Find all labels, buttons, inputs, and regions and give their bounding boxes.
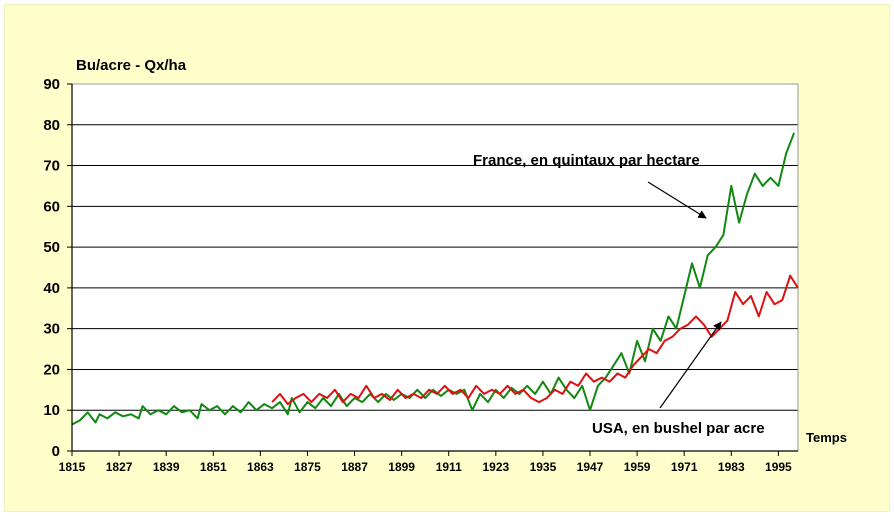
y-tick-label: 60: [43, 198, 60, 215]
gridlines: [72, 83, 798, 451]
x-tick-label: 1887: [341, 460, 368, 474]
usa-arrow: [659, 321, 722, 409]
france-arrow: [647, 181, 707, 219]
x-tick-label: 1995: [765, 460, 792, 474]
plot-background: [72, 84, 798, 451]
y-tick-label: 40: [43, 280, 60, 297]
y-tick-label: 20: [43, 361, 60, 378]
y-tick-label: 90: [43, 76, 60, 93]
x-axis-label: Temps: [806, 430, 847, 445]
y-axis-label: Bu/acre - Qx/ha: [76, 57, 187, 74]
x-tick-label: 1971: [671, 460, 698, 474]
x-tick-label: 1827: [106, 460, 133, 474]
y-tick-label: 30: [43, 321, 60, 338]
series-line-france: [71, 132, 796, 426]
y-tick-label: 80: [43, 117, 60, 134]
x-tick-label: 1815: [59, 460, 86, 474]
x-tick-label: 1875: [294, 460, 321, 474]
y-tick-label: 10: [43, 402, 60, 419]
x-tick-label: 1983: [718, 460, 745, 474]
tick-labels: 0 10 20 30 40 50 60 70 80 90 1815 1827 1839 1851 1863 1…: [43, 76, 792, 474]
y-tick-label: 0: [52, 443, 60, 460]
series-layer: [71, 132, 799, 426]
x-tick-label: 1947: [577, 460, 604, 474]
x-tick-label: 1923: [482, 460, 509, 474]
y-tick-label: 70: [43, 158, 60, 175]
x-tick-label: 1935: [530, 460, 557, 474]
x-tick-label: 1839: [153, 460, 180, 474]
x-tick-label: 1863: [247, 460, 274, 474]
series-line-usa: [271, 274, 799, 406]
x-tick-label: 1899: [388, 460, 415, 474]
france-annotation: France, en quintaux par hectare: [473, 152, 700, 169]
x-tick-label: 1959: [624, 460, 651, 474]
x-tick-label: 1911: [436, 460, 462, 474]
axes: [67, 83, 798, 456]
x-tick-label: 1851: [200, 460, 227, 474]
y-tick-label: 50: [43, 239, 60, 256]
usa-annotation: USA, en bushel par acre: [592, 420, 765, 437]
